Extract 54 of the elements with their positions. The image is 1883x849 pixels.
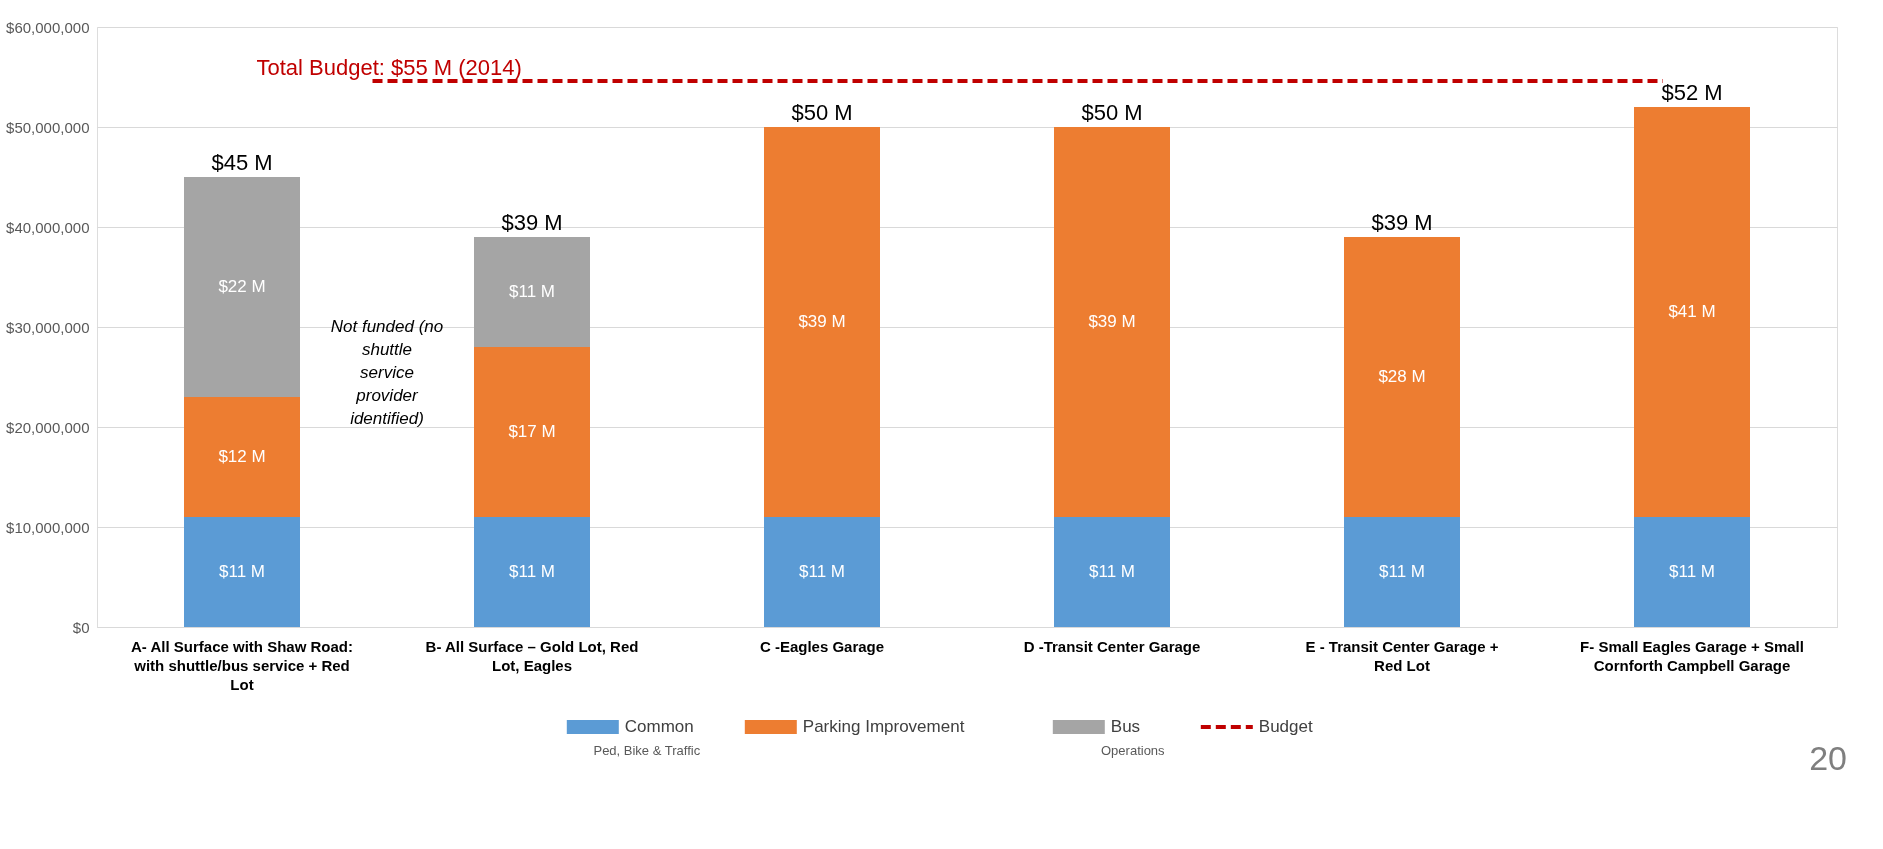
bar (474, 517, 590, 627)
x-tick-label: C -Eagles Garage (759, 637, 885, 655)
data-label: $11 M (799, 562, 845, 581)
bar (1634, 107, 1750, 517)
total-label: $50 M (1081, 100, 1143, 125)
data-label: $11 M (509, 562, 555, 581)
bar (184, 397, 300, 517)
ref-line-label: Total Budget: $55 M (2014) (256, 55, 522, 80)
x-tick-label: E - Transit Center Garage + Red Lot (1305, 637, 1499, 674)
bar (1344, 517, 1460, 627)
bar (1634, 517, 1750, 627)
bar (1054, 517, 1170, 627)
y-tick-label: $0 (72, 618, 90, 636)
legend-label: Parking Improvement (802, 717, 965, 736)
y-tick-label: $30,000,000 (6, 318, 90, 336)
data-label: $12 M (218, 447, 266, 466)
bar (474, 237, 590, 347)
data-label: $17 M (508, 422, 556, 441)
x-tick-label: B- All Surface – Gold Lot, Red Lot, Eagles (425, 637, 639, 674)
total-label: $52 M (1661, 80, 1723, 105)
y-tick-label: $20,000,000 (6, 418, 90, 436)
annotation: Not funded (no shuttle service provider identified) (330, 317, 444, 428)
y-tick-label: $10,000,000 (6, 518, 90, 536)
data-label: $41 M (1668, 302, 1716, 321)
data-label: $11 M (509, 282, 555, 301)
bar (764, 127, 880, 517)
bar (184, 517, 300, 627)
data-label: $39 M (1088, 312, 1136, 331)
y-tick-label: $60,000,000 (6, 18, 90, 36)
x-tick-label: A- All Surface with Shaw Road: with shuttle/bus service + Red Lot (131, 637, 353, 693)
bar (1344, 237, 1460, 517)
data-label: $39 M (798, 312, 846, 331)
text: Budget (1258, 717, 1313, 736)
y-tick-label: $40,000,000 (6, 218, 90, 236)
total-label: $39 M (501, 210, 563, 235)
data-label: $11 M (219, 562, 265, 581)
data-label: $28 M (1378, 367, 1426, 386)
legend-label: Bus Operations (1101, 717, 1166, 758)
legend-label: Common Ped, Bike & Traffic (593, 717, 701, 758)
total-label: $50 M (791, 100, 853, 125)
total-label: $39 M (1371, 210, 1433, 235)
data-label: $22 M (218, 277, 266, 296)
x-tick-label: D -Transit Center Garage (1023, 637, 1201, 655)
total-label: $45 M (211, 150, 273, 175)
bar (764, 517, 880, 627)
x-tick-label: F- Small Eagles Garage + Small Cornforth Campbell Garage (1580, 637, 1804, 674)
data-label: $11 M (1089, 562, 1135, 581)
bar (184, 177, 300, 397)
data-label: $11 M (1669, 562, 1715, 581)
bar (1054, 127, 1170, 517)
data-label: $11 M (1379, 562, 1425, 581)
y-tick-label: $50,000,000 (6, 118, 90, 136)
text: 20 (1809, 739, 1847, 777)
bar (474, 347, 590, 517)
